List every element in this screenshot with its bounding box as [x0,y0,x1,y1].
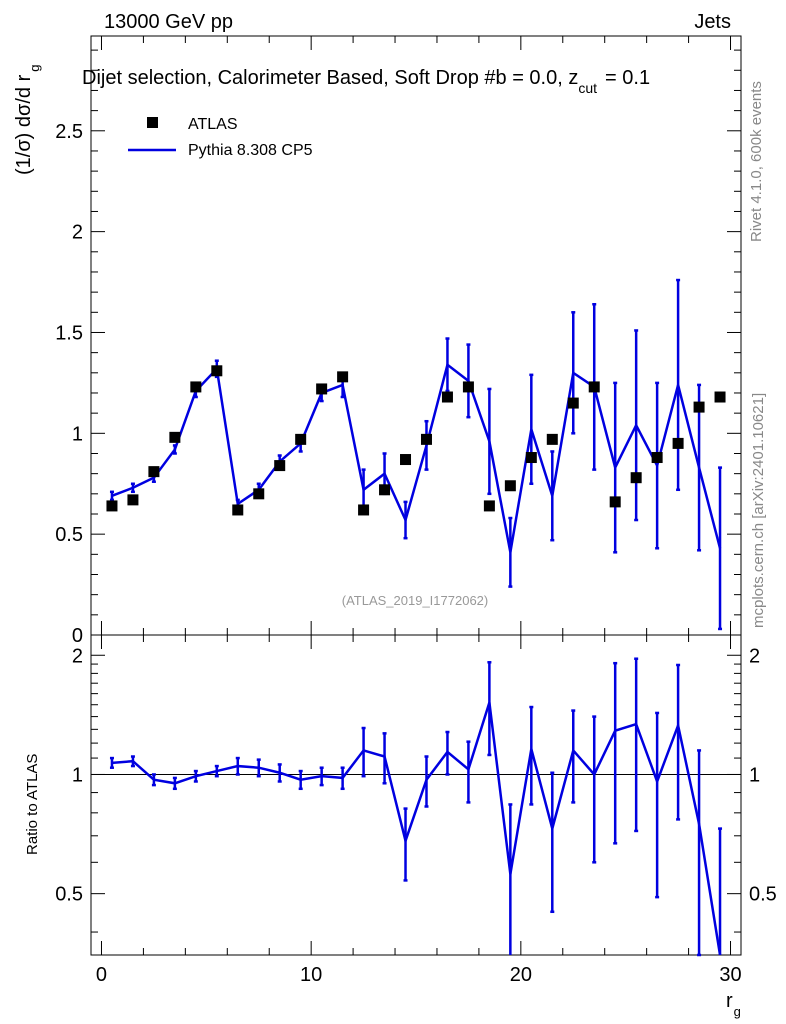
main-y-label-sub: g [27,65,42,72]
legend-atlas-label: ATLAS [188,116,238,133]
atlas-data-point [651,452,663,464]
atlas-data-point [483,500,495,512]
x-tick-label: 10 [300,964,322,986]
atlas-data-point [441,391,453,403]
plot-title: Dijet selection, Calorimeter Based, Soft… [82,67,650,96]
main-y-tick-label: 1.5 [55,322,83,344]
main-y-axis: 0 0.5 1 1.5 2 2.5 [55,49,741,647]
ratio-y-axis: 0.5 0.5 1 1 2 2 [55,645,777,933]
ratio-panel-frame [90,634,742,956]
main-data-markers [106,365,726,516]
main-y-label: (1/σ) dσ/d r g [13,65,42,176]
ratio-y-tick-label: 2 [72,645,83,667]
atlas-data-point [379,484,391,496]
x-tick-label: 20 [510,964,532,986]
x-label-sub: g [734,1004,741,1019]
atlas-data-point [609,496,621,508]
atlas-data-point [127,494,139,506]
atlas-data-point [400,454,412,466]
atlas-data-point [588,381,600,393]
main-x-axis-ticks [100,36,732,635]
main-y-tick-label: 2.5 [55,121,83,143]
energy-label: 13000 GeV pp [104,11,233,33]
x-tick-label: 0 [96,964,107,986]
atlas-data-point [232,504,244,516]
main-y-tick-label: 0.5 [55,524,83,546]
atlas-data-point [525,452,537,464]
atlas-data-point [253,488,265,500]
main-mc-line [111,362,722,553]
main-mc-errorbars [109,278,723,631]
mcplots-label: mcplots.cern.ch [arXiv:2401.10621] [750,393,767,628]
process-label: Jets [694,11,731,33]
title-main: Dijet selection, Calorimeter Based, Soft… [82,67,578,89]
atlas-data-point [546,433,558,445]
ratio-x-axis: 0 10 20 30 [96,635,742,986]
ratio-y-tick-label-right: 0.5 [749,884,777,906]
atlas-data-point [358,504,370,516]
atlas-data-point [190,381,202,393]
analysis-label: (ATLAS_2019_I1772062) [342,593,488,608]
atlas-data-point [462,381,474,393]
main-y-tick-label: 2 [72,222,83,244]
x-label-text: r [726,990,733,1012]
main-y-tick-label: 0 [72,625,83,647]
atlas-data-point [567,397,579,409]
legend: ATLAS Pythia 8.308 CP5 [128,116,313,159]
atlas-data-point [504,480,516,492]
atlas-data-point [337,371,349,383]
rivet-version-label: Rivet 4.1.0, 600k events [748,81,765,242]
legend-atlas-marker [147,117,158,128]
title-sub: cut [578,80,597,96]
atlas-data-point [295,433,307,445]
atlas-data-point [672,437,684,449]
atlas-data-point [106,500,118,512]
legend-pythia-label: Pythia 8.308 CP5 [188,142,313,159]
ratio-y-tick-label-right: 1 [749,764,760,786]
ratio-y-tick-label: 1 [72,764,83,786]
atlas-data-point [316,383,328,395]
atlas-data-point [714,391,726,403]
main-y-label-text: (1/σ) dσ/d r [13,74,35,175]
main-y-tick-label: 1 [72,423,83,445]
atlas-data-point [693,401,705,413]
atlas-data-point [630,472,642,484]
title-tail: = 0.1 [605,67,650,89]
ratio-y-tick-label-right: 2 [749,645,760,667]
ratio-y-label: Ratio to ATLAS [24,754,41,855]
x-tick-label: 30 [719,964,741,986]
atlas-data-point [169,431,181,443]
atlas-data-point [420,433,432,445]
ratio-line [111,702,722,956]
atlas-data-point [211,365,223,377]
x-axis-label: rg [726,990,741,1019]
ratio-y-tick-label: 0.5 [55,884,83,906]
atlas-data-point [148,466,160,478]
atlas-data-point [274,460,286,472]
